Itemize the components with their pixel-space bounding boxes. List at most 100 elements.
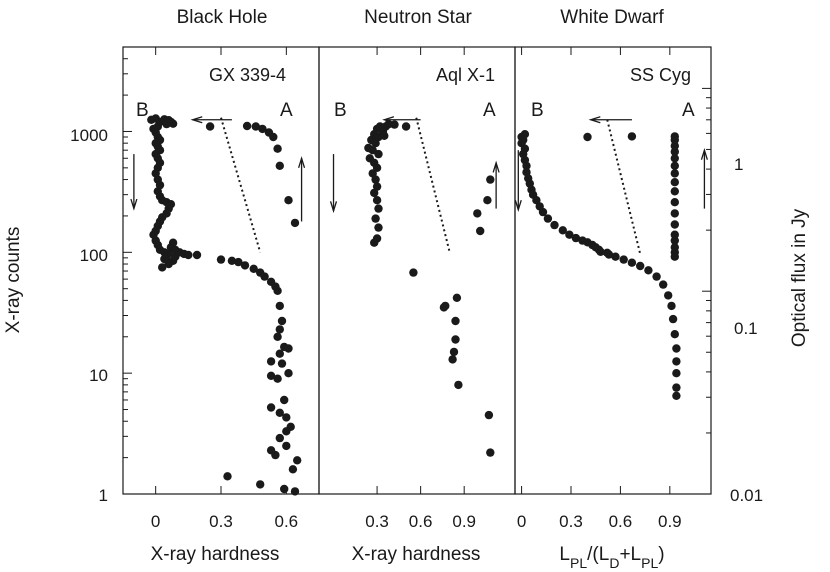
data-point-black-hole (284, 369, 293, 378)
x-tick-label: 0.3 (365, 512, 389, 531)
data-point-neutron-star (371, 139, 380, 148)
data-point-black-hole (234, 257, 243, 267)
data-point-white-dwarf (644, 266, 653, 275)
data-point-white-dwarf (670, 161, 679, 170)
source-label-sscyg: SS Cyg (630, 65, 691, 85)
data-point-white-dwarf (670, 198, 679, 207)
state-label-b-black-hole: B (136, 100, 149, 121)
data-point-neutron-star (409, 268, 418, 277)
data-point-neutron-star (451, 316, 460, 326)
state-label-a-neutron-star: A (483, 100, 496, 121)
data-point-neutron-star (454, 380, 463, 390)
data-point-white-dwarf (670, 141, 679, 151)
state-label-b-white-dwarf: B (531, 100, 544, 121)
data-point-black-hole (160, 254, 169, 264)
source-label-aqlx1: Aql X-1 (436, 65, 495, 85)
data-point-neutron-star (476, 226, 485, 236)
arrow-down-icon (329, 154, 338, 214)
data-point-neutron-star (473, 209, 482, 218)
data-point-neutron-star (448, 355, 457, 364)
data-point-black-hole (280, 484, 289, 494)
data-point-black-hole (273, 286, 282, 295)
data-point-neutron-star (452, 293, 462, 302)
data-point-neutron-star (374, 204, 383, 213)
data-point-white-dwarf (670, 220, 679, 229)
data-point-white-dwarf (636, 261, 645, 271)
data-point-black-hole (273, 332, 282, 341)
source-label-gx339: GX 339-4 (209, 65, 286, 85)
data-point-black-hole (240, 261, 250, 270)
data-point-white-dwarf (664, 291, 673, 300)
data-point-white-dwarf (668, 314, 678, 324)
data-point-white-dwarf (538, 207, 548, 217)
data-point-black-hole (277, 359, 287, 368)
data-point-black-hole (242, 121, 252, 131)
data-point-black-hole (256, 480, 265, 489)
data-point-black-hole (171, 252, 180, 261)
data-point-black-hole (271, 450, 280, 460)
panel-black-hole: 0 0.3 0.6 (122, 46, 320, 531)
data-point-black-hole (260, 272, 269, 281)
data-point-black-hole (282, 413, 291, 422)
x-tick-label: 0.9 (658, 512, 682, 531)
data-point-white-dwarf (627, 258, 637, 267)
data-point-black-hole (273, 374, 282, 383)
arrow-up-icon (298, 156, 306, 222)
arrow-up-icon (492, 160, 500, 209)
data-point-white-dwarf (522, 161, 531, 170)
data-point-black-hole (266, 357, 276, 366)
data-point-white-dwarf (670, 154, 679, 163)
data-point-black-hole (258, 124, 267, 134)
data-point-black-hole (284, 344, 293, 353)
data-point-white-dwarf (565, 230, 574, 239)
data-point-black-hole (223, 472, 232, 481)
state-label-a-black-hole: A (280, 100, 293, 121)
data-point-neutron-star (483, 196, 492, 205)
data-point-black-hole (269, 132, 278, 142)
data-point-black-hole (266, 403, 276, 412)
transition-dotted-line (220, 117, 262, 253)
data-point-white-dwarf (667, 301, 676, 311)
data-point-neutron-star (401, 122, 411, 131)
data-point-black-hole (293, 456, 302, 465)
data-point-neutron-star (372, 182, 382, 191)
data-point-white-dwarf (596, 247, 605, 256)
data-point-white-dwarf (659, 280, 668, 289)
arrow-down-icon (130, 154, 138, 211)
data-point-neutron-star (370, 238, 379, 247)
data-point-black-hole (273, 144, 282, 153)
panel-title-black-hole: Black Hole (177, 7, 268, 28)
x-tick-label: 0 (517, 512, 526, 531)
data-point-white-dwarf (550, 220, 559, 230)
data-point-black-hole (205, 122, 215, 131)
data-point-neutron-star (439, 303, 449, 312)
data-point-neutron-star (372, 196, 382, 205)
data-point-neutron-star (449, 347, 459, 357)
y-axis-left-labels: 1 10 100 1000 (70, 126, 108, 505)
data-point-neutron-star (370, 188, 379, 198)
data-point-neutron-star (371, 214, 380, 223)
data-point-white-dwarf (672, 383, 681, 392)
data-point-white-dwarf (672, 391, 681, 400)
data-point-black-hole (184, 250, 193, 260)
data-point-white-dwarf (583, 132, 592, 142)
x-tick-label: 0.3 (559, 512, 583, 531)
y2-tick-label-0.01: 0.01 (730, 486, 763, 505)
y-tick-label-100: 100 (80, 246, 108, 265)
data-point-neutron-star (451, 335, 460, 344)
data-point-black-hole (227, 256, 237, 265)
data-point-white-dwarf (558, 226, 567, 235)
data-point-black-hole (277, 316, 287, 326)
data-point-neutron-star (486, 448, 495, 457)
data-point-white-dwarf (571, 233, 581, 243)
data-point-white-dwarf (670, 330, 679, 339)
data-point-neutron-star (371, 175, 380, 184)
data-point-white-dwarf (672, 369, 681, 378)
data-point-neutron-star (486, 175, 495, 184)
data-point-black-hole (162, 119, 171, 129)
data-point-black-hole (275, 408, 284, 417)
y-tick-label-1: 1 (99, 486, 108, 505)
data-point-black-hole (275, 433, 284, 443)
data-point-black-hole (249, 264, 258, 273)
y-tick-label-1000: 1000 (70, 126, 108, 145)
